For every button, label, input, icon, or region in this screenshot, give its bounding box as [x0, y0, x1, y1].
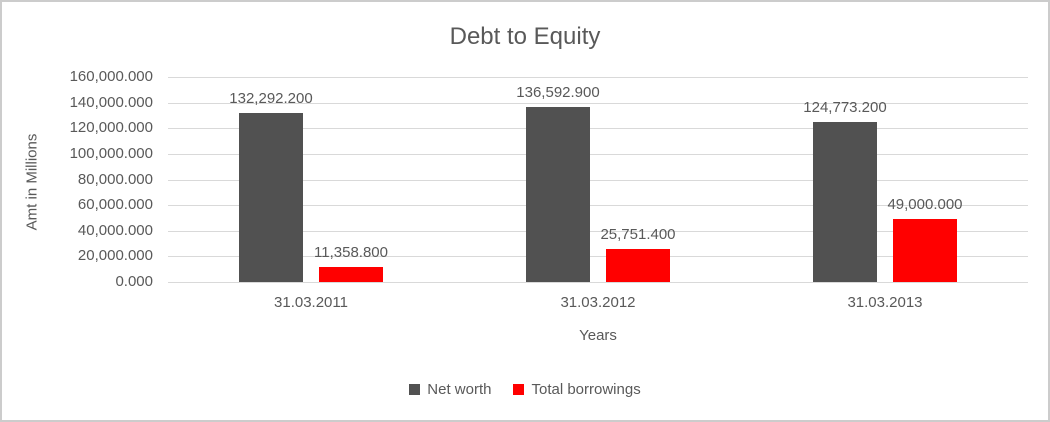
y-axis-tick-label: 120,000.000: [69, 119, 153, 136]
y-axis-tick-label: 140,000.000: [69, 94, 153, 111]
bar-net-worth: [239, 113, 303, 282]
legend-marker-icon: [513, 384, 525, 395]
x-axis-category-label: 31.03.2013: [847, 294, 923, 311]
legend-label: Net worth: [427, 381, 492, 398]
data-label: 136,592.900: [516, 84, 600, 101]
y-axis-tick-label: 60,000.000: [77, 196, 153, 213]
legend-label: Total borrowings: [531, 381, 641, 398]
y-axis-tick-label: 160,000.000: [69, 68, 153, 85]
gridline: [168, 231, 1028, 232]
legend-marker-icon: [409, 384, 421, 395]
legend-item: Total borrowings: [513, 381, 641, 398]
y-axis-tick-label: 40,000.000: [77, 222, 153, 239]
data-label: 49,000.000: [887, 196, 963, 213]
data-label: 124,773.200: [803, 99, 887, 116]
gridline: [168, 154, 1028, 155]
gridline: [168, 205, 1028, 206]
bar-net-worth: [813, 122, 877, 282]
y-axis-tick-label: 100,000.000: [69, 145, 153, 162]
gridline: [168, 128, 1028, 129]
bar-total-borrowings: [893, 219, 957, 282]
chart-title: Debt to Equity: [449, 23, 601, 50]
bar-net-worth: [526, 107, 590, 282]
gridline: [168, 103, 1028, 104]
data-label: 11,358.800: [314, 244, 388, 261]
y-axis-tick-label: 80,000.000: [77, 171, 153, 188]
legend: Net worth Total borrowings: [2, 381, 1048, 398]
bar-total-borrowings: [606, 249, 670, 282]
gridline: [168, 256, 1028, 257]
y-axis-tick-label: 20,000.000: [77, 247, 153, 264]
x-axis-category-label: 31.03.2012: [560, 294, 636, 311]
bar-total-borrowings: [319, 267, 383, 282]
gridline: [168, 282, 1028, 283]
gridline: [168, 180, 1028, 181]
legend-item: Net worth: [409, 381, 491, 398]
data-label: 25,751.400: [600, 226, 676, 243]
x-axis-title: Years: [579, 327, 617, 344]
gridline: [168, 77, 1028, 78]
data-label: 132,292.200: [229, 90, 313, 107]
x-axis-category-label: 31.03.2011: [274, 294, 348, 311]
y-axis-tick-label: 0.000: [115, 273, 153, 290]
